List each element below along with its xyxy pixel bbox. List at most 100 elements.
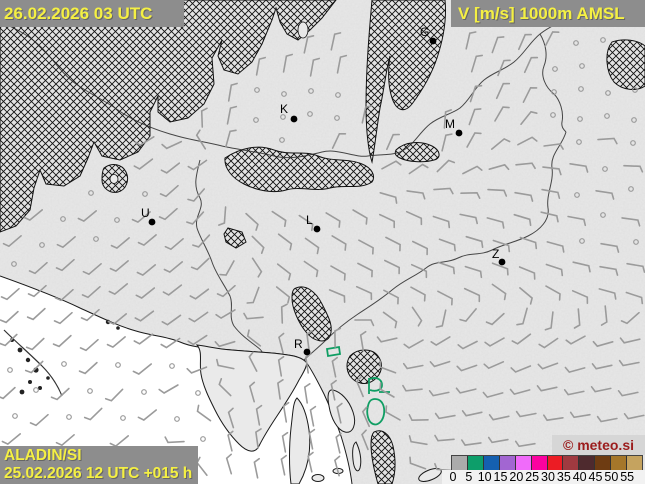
wind-barb: [29, 413, 49, 427]
city-label-r: R: [294, 337, 303, 351]
velebit-hatch: [370, 430, 396, 484]
wind-barb: [282, 53, 293, 73]
wind-barb: [618, 359, 640, 367]
city-label-g: G: [420, 25, 429, 39]
colorbar-tick-labels: 0 5 10 15 20 25 30 35 40 45 50 55: [442, 470, 645, 484]
calm-wind-circle: [579, 63, 585, 69]
wind-barb: [277, 379, 284, 400]
model-run-label: ALADIN/SI 25.02.2026 12 UTC +015 h: [0, 446, 198, 484]
calm-wind-circle: [115, 362, 121, 368]
wind-barb: [456, 364, 478, 372]
wind-barb: [379, 360, 397, 374]
wind-barb: [331, 133, 347, 149]
wind-barb: [437, 290, 453, 306]
calm-wind-circle: [604, 113, 610, 119]
calm-wind-circle: [628, 186, 634, 192]
calm-wind-circle: [577, 116, 583, 122]
wind-barb: [461, 410, 483, 417]
wind-barb: [163, 261, 183, 274]
wind-barb: [620, 311, 640, 325]
wind-barb: [219, 260, 235, 276]
calm-wind-circle: [174, 416, 180, 422]
wind-barb: [187, 188, 205, 202]
wind-barb: [405, 210, 423, 226]
wind-barb: [376, 336, 398, 343]
wind-barb: [513, 213, 532, 226]
wind-barb: [253, 457, 260, 479]
wind-barb: [23, 209, 43, 222]
calm-wind-circle: [12, 413, 18, 419]
wind-barb: [251, 235, 265, 254]
wind-barb: [135, 287, 156, 299]
wind-barb: [158, 384, 179, 394]
wind-barb: [435, 309, 447, 328]
wind-barb-field: [0, 31, 645, 479]
city-dot-k: [290, 115, 298, 123]
wind-barb: [216, 358, 235, 370]
alps-valley-hole: [297, 21, 309, 39]
calm-wind-circle: [578, 86, 584, 92]
wind-barb: [517, 136, 538, 146]
wind-barb: [569, 411, 591, 419]
wind-barb: [545, 285, 561, 301]
calm-wind-circle: [33, 387, 39, 393]
calm-wind-circle: [120, 415, 126, 421]
wind-barb: [518, 266, 536, 280]
alps-hatch-main: [0, 0, 337, 233]
wind-barb: [488, 163, 510, 171]
wind-barb: [331, 235, 347, 251]
wind-barb: [597, 137, 618, 145]
city-dot-r: [303, 348, 311, 356]
wind-barb: [617, 390, 639, 397]
kamnik-alps-band: [224, 146, 375, 193]
colorbar-cell: [563, 456, 580, 470]
calm-wind-circle: [600, 212, 606, 218]
wind-barb: [271, 210, 287, 228]
wind-barb: [215, 309, 236, 320]
colorbar-cell: [627, 456, 643, 470]
wind-barb: [600, 242, 620, 253]
wind-barb: [83, 407, 103, 421]
wind-barb: [330, 32, 342, 51]
wind-barb: [515, 410, 537, 418]
wind-barb: [545, 263, 564, 277]
wind-barb: [255, 56, 266, 76]
wind-barb: [520, 110, 538, 125]
wind-barb: [359, 330, 367, 352]
wind-barb: [486, 217, 505, 229]
wind-barb: [107, 313, 127, 326]
wind-barb: [468, 108, 482, 126]
wind-barb: [509, 388, 531, 396]
wind-barb: [187, 159, 208, 171]
city-label-l: L: [306, 213, 313, 227]
wind-barb: [361, 429, 369, 451]
wind-barb: [573, 308, 581, 329]
calm-wind-circle: [632, 87, 638, 93]
wind-barb: [328, 289, 346, 303]
wind-barb: [218, 206, 227, 226]
wind-barb: [621, 217, 641, 227]
wind-barb: [434, 434, 455, 442]
wind-barb: [304, 237, 320, 255]
wind-barb: [430, 336, 451, 347]
wind-barb: [309, 405, 317, 427]
wind-barb: [567, 215, 587, 227]
city-label-z: Z: [492, 247, 499, 261]
wind-barb: [161, 314, 182, 326]
wind-barb: [455, 387, 477, 394]
wind-barb: [189, 288, 210, 300]
wind-barb: [592, 340, 614, 348]
wind-barb: [383, 289, 399, 305]
field-title-text: V [m/s] 1000m AMSL: [458, 3, 625, 23]
colorbar-tick: 50: [604, 470, 619, 484]
wind-barb: [195, 129, 207, 150]
wind-barb: [465, 235, 484, 248]
calm-wind-circle: [307, 111, 313, 117]
calm-wind-circle: [579, 238, 585, 244]
colorbar-cell: [499, 456, 516, 470]
wind-barb: [357, 262, 373, 278]
wind-barb: [275, 286, 291, 304]
wind-barb: [564, 366, 586, 374]
wind-barb: [354, 319, 375, 327]
wind-barb: [277, 233, 293, 251]
